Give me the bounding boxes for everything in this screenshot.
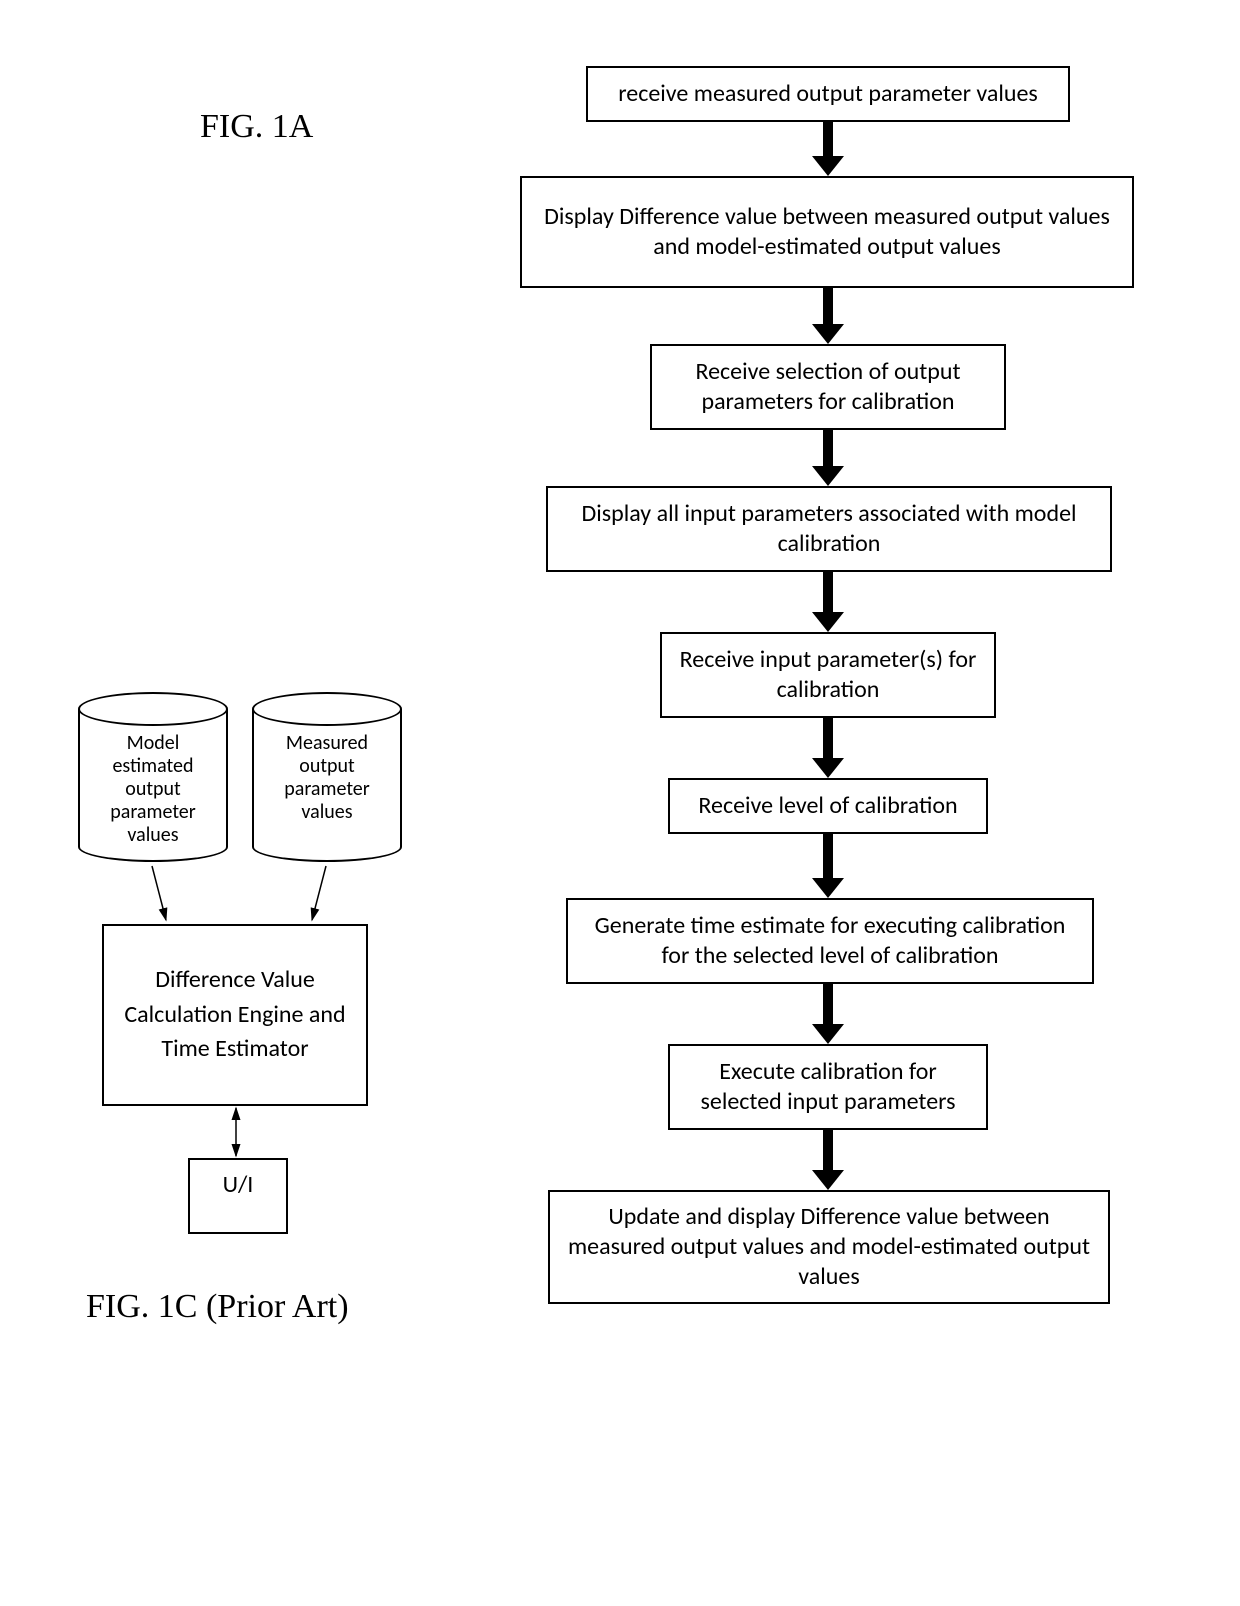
cylinder-c2: Measured output parameter values [252,692,402,862]
cylinder-c1: Model estimated output parameter values [78,692,228,862]
